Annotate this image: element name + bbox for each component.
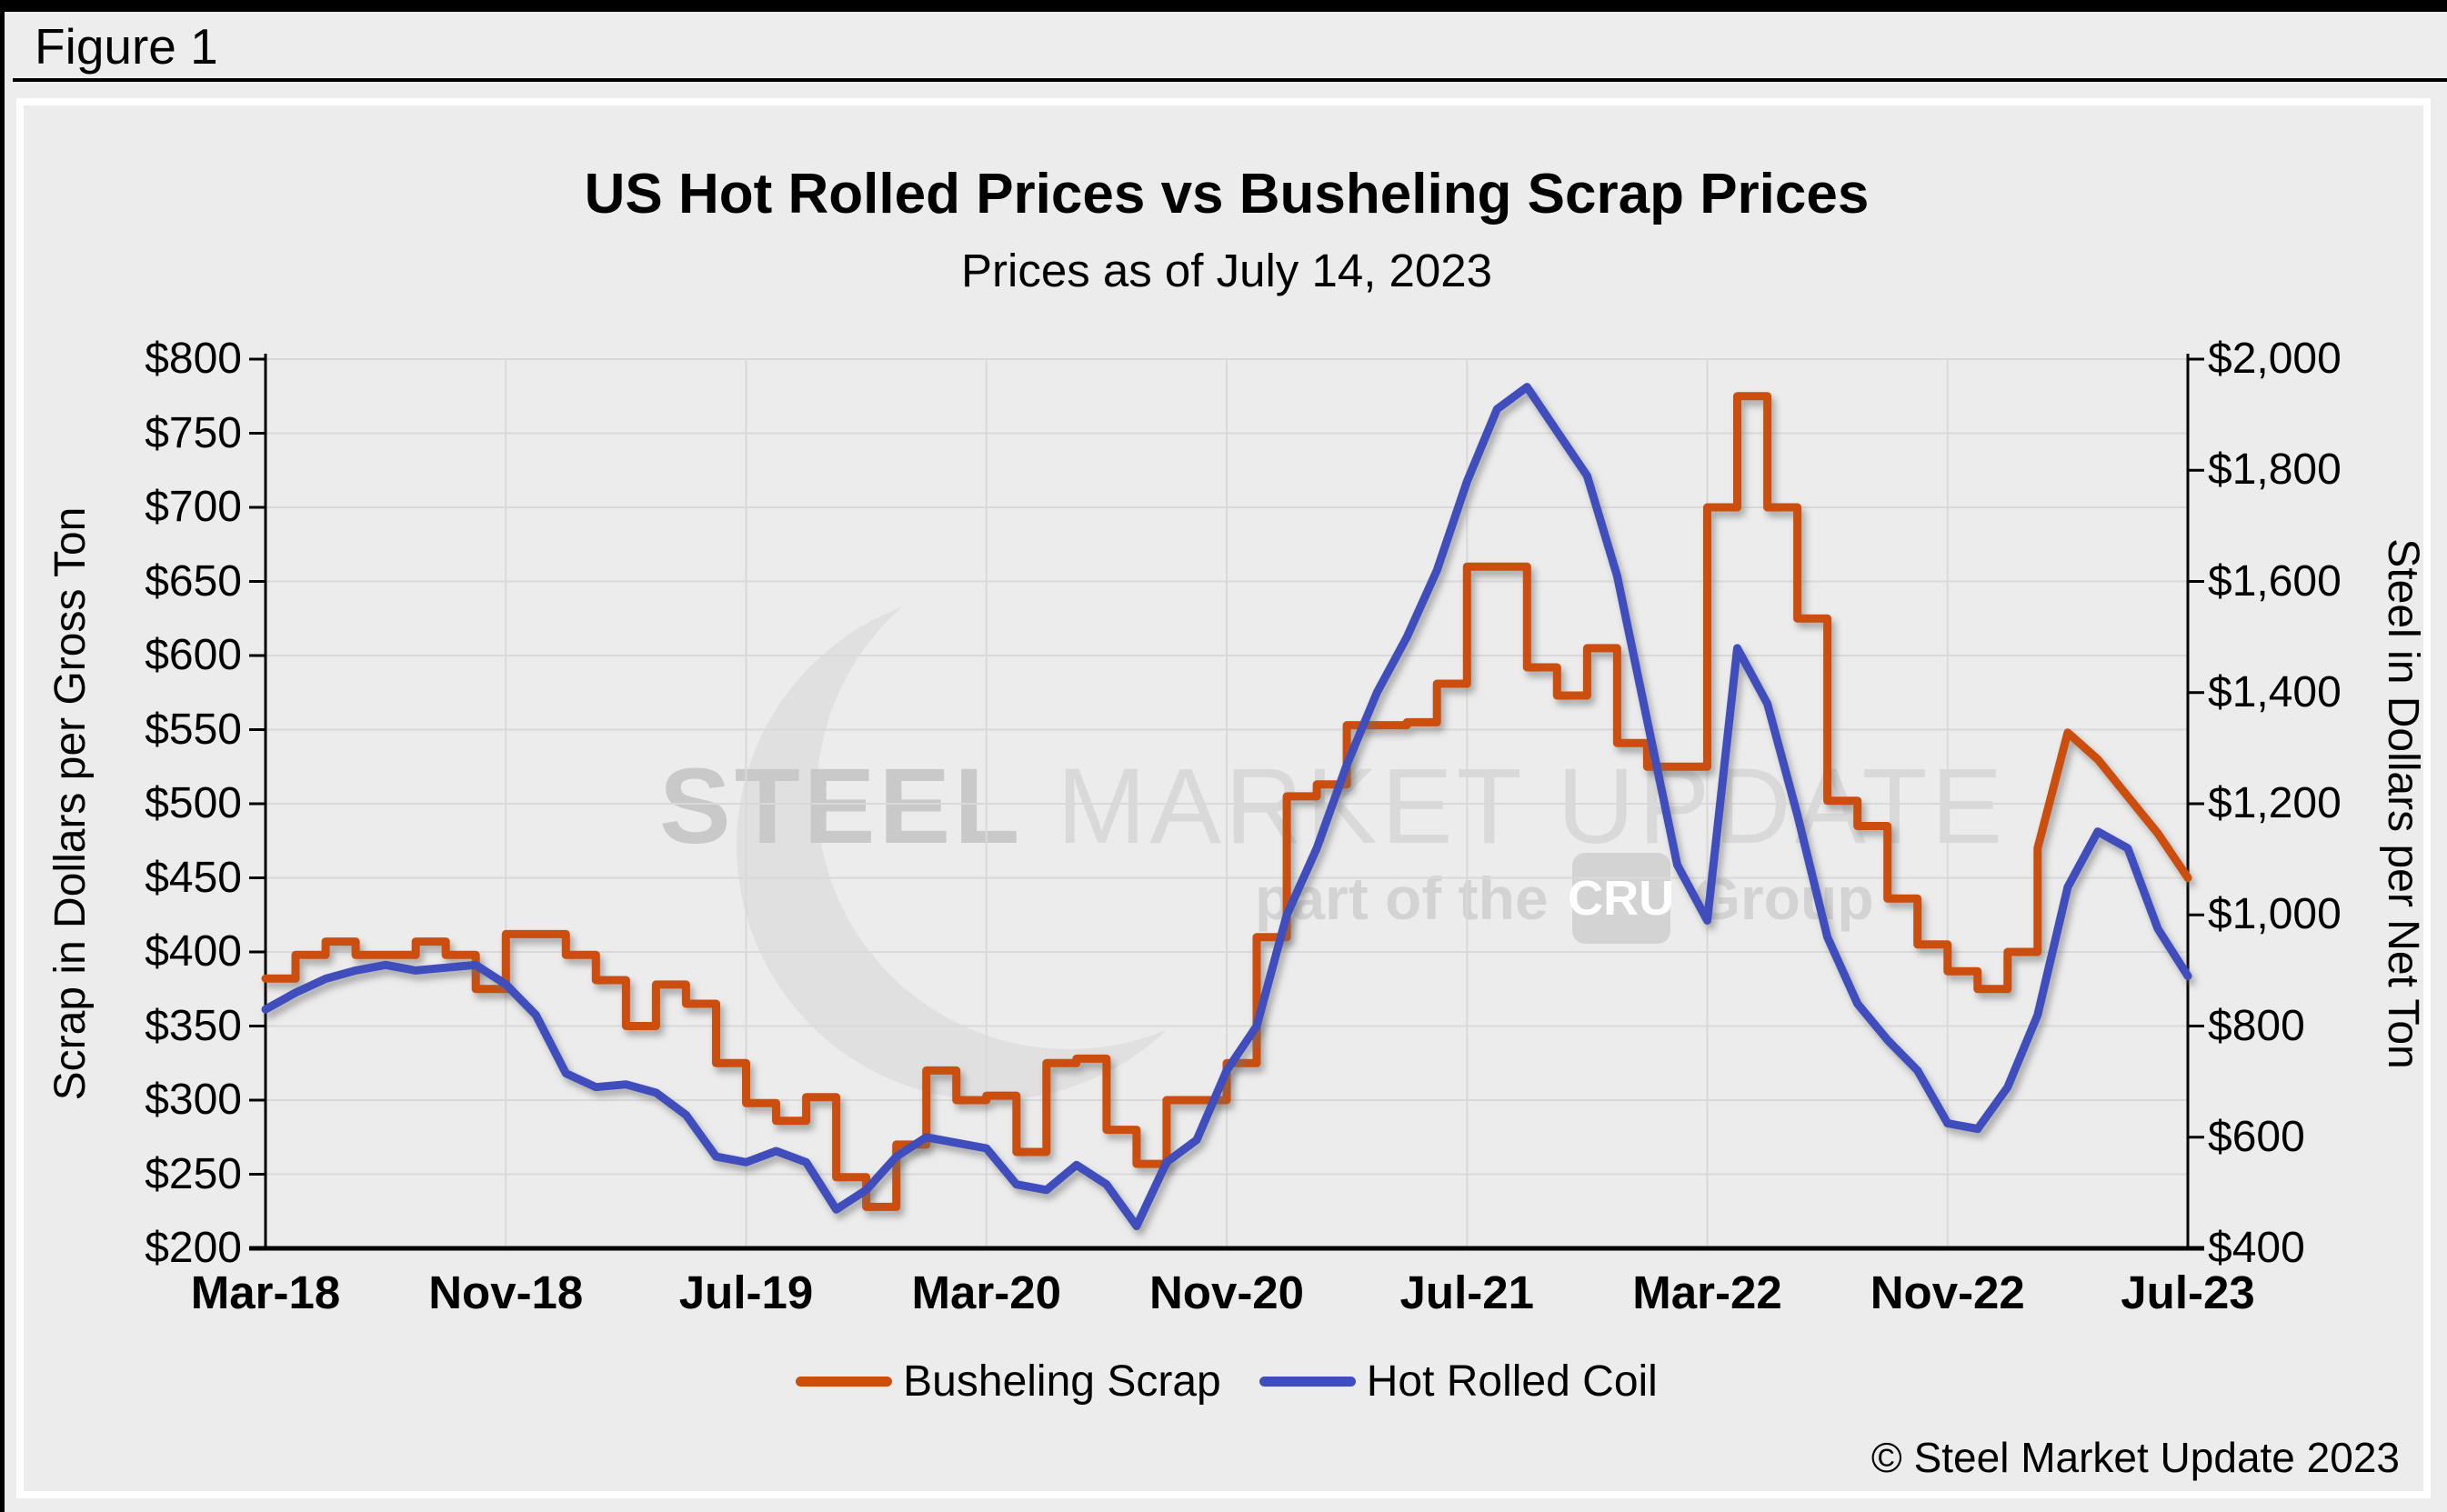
series-busheling-scrap — [261, 392, 2192, 1211]
left-axis-tick-label: $600 — [145, 631, 242, 679]
copyright-note: © Steel Market Update 2023 — [1870, 1434, 2400, 1481]
left-axis-tick-label: $700 — [145, 483, 242, 531]
x-axis-tick-label: Nov-22 — [1870, 1267, 2025, 1318]
legend-line-icon — [796, 1377, 893, 1387]
x-axis-tick-label: Mar-20 — [911, 1267, 1061, 1318]
watermark-brand: STEEL MARKET UPDATE — [659, 750, 2006, 863]
header-divider — [13, 78, 2447, 82]
left-black-edge — [0, 0, 5, 1512]
x-axis-tick-label: Nov-18 — [428, 1267, 584, 1318]
chart-subtitle: Prices as of July 14, 2023 — [961, 245, 1492, 296]
watermark-brand-bold: STEEL — [659, 746, 1024, 866]
left-axis-tick-label: $450 — [145, 853, 242, 902]
chart-title: US Hot Rolled Prices vs Busheling Scrap … — [584, 163, 1870, 225]
left-axis-tick-label: $350 — [145, 1001, 242, 1050]
left-axis-tick-label: $800 — [145, 335, 242, 383]
legend-label: Busheling Scrap — [903, 1357, 1221, 1406]
left-axis-tick-label: $200 — [145, 1224, 242, 1272]
right-axis-tick-label: $1,600 — [2208, 556, 2342, 606]
right-axis-tick-label: $1,200 — [2208, 779, 2342, 827]
x-axis-tick-label: Mar-18 — [190, 1267, 341, 1318]
left-axis-tick-label: $400 — [145, 927, 242, 976]
left-axis-tick-label: $250 — [145, 1149, 242, 1198]
legend-label: Hot Rolled Coil — [1366, 1357, 1658, 1406]
right-axis-tick-label: $400 — [2208, 1224, 2305, 1272]
left-axis-tick-label: $500 — [145, 779, 242, 827]
top-black-bar — [0, 0, 2447, 12]
x-axis-tick-label: Jul-23 — [2121, 1267, 2255, 1318]
legend-item-busheling-scrap: Busheling Scrap — [796, 1357, 1221, 1407]
x-axis-tick-label: Nov-20 — [1148, 1267, 1305, 1318]
x-axis-tick-label: Jul-19 — [678, 1267, 814, 1318]
watermark-crescent-cut — [817, 544, 1322, 1049]
legend: Busheling Scrap Hot Rolled Coil — [266, 1357, 2188, 1407]
right-axis-tick-label: $2,000 — [2208, 335, 2342, 383]
left-axis-tick-label: $650 — [145, 556, 242, 606]
legend-item-hot-rolled-coil: Hot Rolled Coil — [1259, 1357, 1658, 1407]
right-axis-tick-label: $1,400 — [2208, 667, 2342, 716]
figure-label: Figure 1 — [35, 18, 218, 75]
legend-line-icon — [1259, 1377, 1356, 1387]
x-axis-tick-label: Mar-22 — [1632, 1267, 1782, 1318]
watermark-tagline-suffix: Group — [1693, 865, 1874, 932]
x-axis-tick-label: Jul-21 — [1399, 1267, 1534, 1318]
left-axis-tick-label: $750 — [145, 408, 242, 457]
cru-logo-icon: CRU — [1568, 853, 1674, 944]
left-axis-tick-label: $300 — [145, 1076, 242, 1124]
right-axis-tick-label: $600 — [2208, 1112, 2305, 1161]
right-axis-tick-label: $800 — [2208, 1001, 2305, 1050]
watermark-brand-rest: MARKET UPDATE — [1023, 746, 2007, 866]
left-axis-tick-label: $550 — [145, 705, 242, 754]
right-axis-tick-label: $1,000 — [2208, 890, 2342, 939]
right-axis-tick-label: $1,800 — [2208, 446, 2342, 495]
series-hot-rolled-coil — [261, 383, 2192, 1230]
